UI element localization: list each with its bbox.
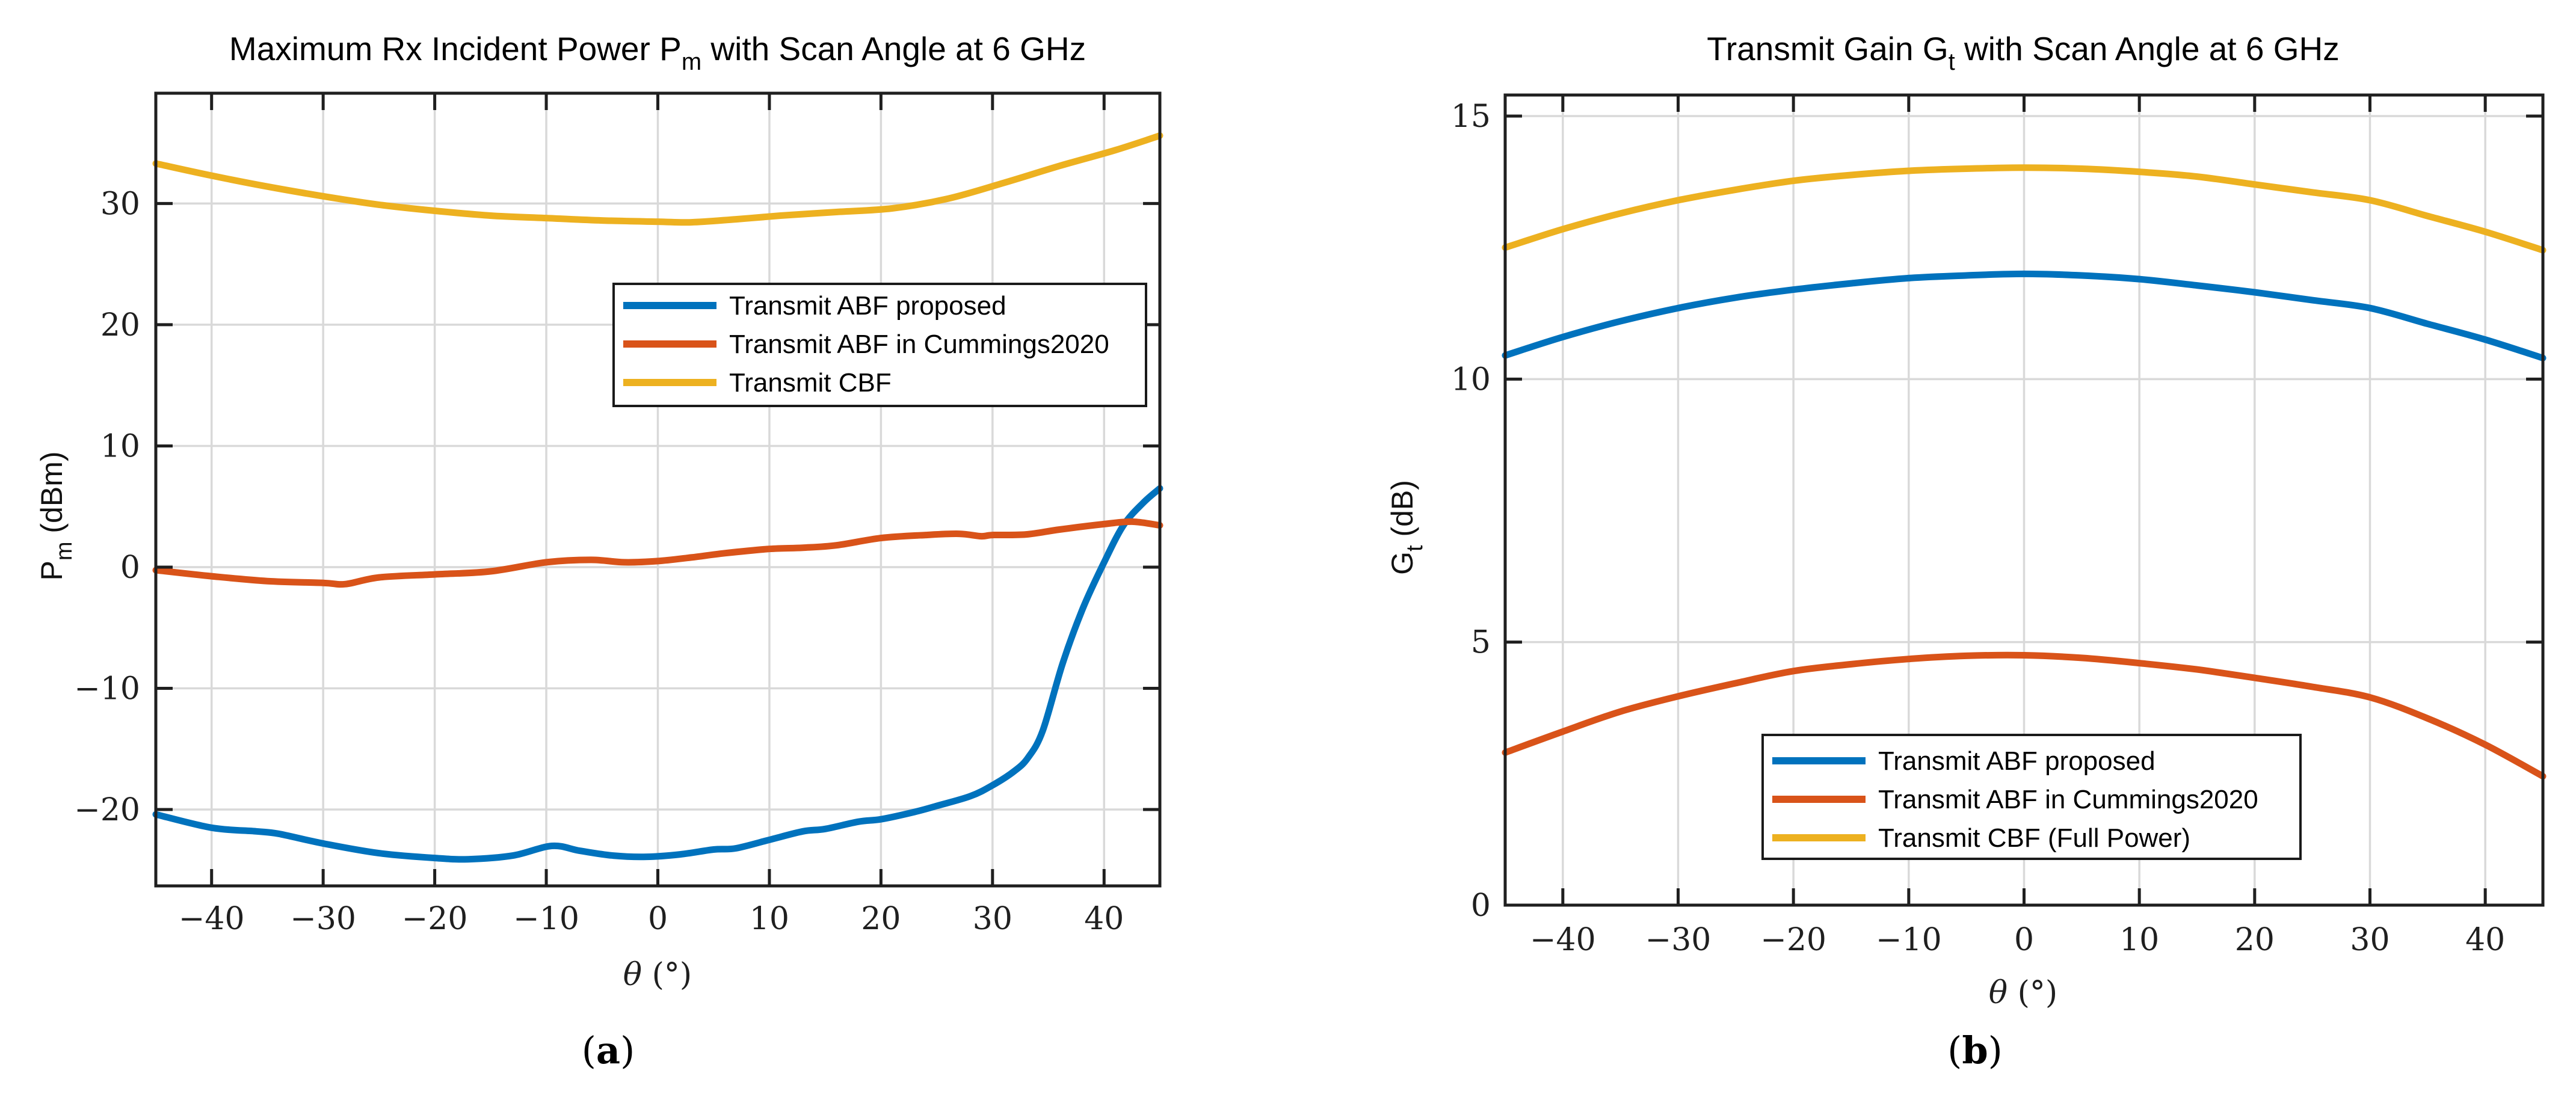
- series-curve-transmit-cbf-full-power-: [1502, 164, 2547, 254]
- x-tick-label: −30: [290, 901, 356, 937]
- legend-item: Transmit ABF in Cummings2020: [1772, 785, 2258, 814]
- legend-b-label: Transmit ABF in Cummings2020: [1878, 785, 2258, 814]
- y-tick-label: 0: [120, 550, 140, 586]
- series-curve-transmit-abf-proposed: [152, 485, 1163, 863]
- chart-a-caption: (a): [582, 1028, 635, 1072]
- y-tick-label: 5: [1471, 625, 1491, 661]
- x-tick-label: 0: [2014, 922, 2034, 958]
- legend-item: Transmit CBF (Full Power): [1772, 823, 2190, 853]
- series-curve-transmit-cbf: [152, 132, 1163, 226]
- y-tick-label: 10: [100, 428, 140, 464]
- x-tick-label: 0: [648, 901, 668, 937]
- x-tick-label: −40: [179, 901, 245, 937]
- x-tick-label: 10: [750, 901, 789, 937]
- legend-b: Transmit ABF proposed Transmit ABF in Cu…: [1761, 734, 2302, 860]
- legend-a-label: Transmit CBF: [729, 368, 892, 398]
- x-tick-label: −10: [1876, 922, 1942, 958]
- chart-b: −40 −30 −20 −10 0 10 20 30 40 0 5 10 15 Transmit Gai…: [1385, 30, 2547, 1072]
- series-curve-transmit-abf-in-cummings2020: [1502, 651, 2547, 780]
- x-tick-label: 20: [2235, 922, 2275, 958]
- chart-a: −40 −30 −20 −10 0 10 20 30 40 −20 −10 0 10 20 30 Maxim…: [35, 30, 1163, 1072]
- y-tick-label: 15: [1451, 99, 1491, 135]
- legend-item: Transmit ABF proposed: [1772, 746, 2155, 776]
- y-tick-label: 10: [1451, 361, 1491, 398]
- chart-b-caption: (b): [1947, 1028, 2003, 1072]
- x-tick-label: 30: [973, 901, 1012, 937]
- x-tick-label: −20: [1760, 922, 1826, 958]
- legend-item: Transmit ABF proposed: [623, 291, 1006, 321]
- y-tick-label: −20: [74, 792, 140, 828]
- chart-a-title: Maximum Rx Incident Power Pm with Scan A…: [229, 30, 1086, 75]
- series-curve-transmit-abf-proposed: [1502, 270, 2547, 361]
- y-tick-label: 0: [1471, 888, 1491, 924]
- x-tick-label: −20: [402, 901, 468, 937]
- x-tick-label: 30: [2350, 922, 2390, 958]
- legend-item: Transmit ABF in Cummings2020: [623, 330, 1109, 359]
- y-tick-label: 30: [100, 186, 140, 222]
- x-tick-label: 40: [2465, 922, 2505, 958]
- x-tick-label: 40: [1084, 901, 1124, 937]
- x-tick-label: −30: [1645, 922, 1712, 958]
- legend-b-label: Transmit ABF proposed: [1878, 746, 2155, 776]
- legend-a-label: Transmit ABF in Cummings2020: [729, 330, 1109, 359]
- chart-b-ylabel: Gt (dB): [1385, 480, 1428, 575]
- x-tick-label: −40: [1530, 922, 1596, 958]
- plot-area-a: −40 −30 −20 −10 0 10 20 30 40 −20 −10 0 10 20 30: [74, 91, 1163, 937]
- x-tick-label: 10: [2119, 922, 2159, 958]
- legend-a-label: Transmit ABF proposed: [729, 291, 1006, 321]
- chart-a-ylabel: Pm (dBm): [35, 451, 77, 580]
- x-tick-label: 20: [861, 901, 901, 937]
- plot-area-b: −40 −30 −20 −10 0 10 20 30 40 0 5 10 15: [1451, 93, 2547, 958]
- series-curve-transmit-abf-in-cummings2020: [152, 518, 1163, 588]
- chart-a-xlabel: θ (°): [623, 957, 692, 993]
- chart-b-xlabel: θ (°): [1989, 975, 2057, 1011]
- chart-b-title: Transmit Gain Gt with Scan Angle at 6 GH…: [1707, 30, 2339, 75]
- x-tick-label: −10: [513, 901, 579, 937]
- legend-item: Transmit CBF: [623, 368, 892, 398]
- y-tick-label: −10: [74, 671, 140, 707]
- legend-a: Transmit ABF proposed Transmit ABF in Cu…: [612, 283, 1147, 407]
- legend-b-label: Transmit CBF (Full Power): [1878, 823, 2190, 853]
- y-tick-label: 20: [100, 307, 140, 343]
